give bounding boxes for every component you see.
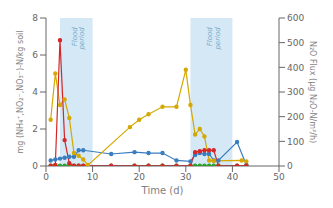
svg-text:2: 2 [32,124,38,134]
svg-text:4: 4 [32,87,38,97]
svg-text:Floodperiod: Floodperiod [206,27,222,51]
svg-text:Floodperiod: Floodperiod [71,27,87,51]
svg-text:50: 50 [273,172,285,182]
svg-text:200: 200 [287,112,304,122]
svg-text:300: 300 [287,87,304,97]
svg-text:40: 40 [227,172,239,182]
svg-text:mg (NH₄⁺,NO₂⁻,NO₃⁻)-N/kg soil: mg (NH₄⁺,NO₂⁻,NO₃⁻)-N/kg soil [16,31,25,154]
svg-text:500: 500 [287,38,304,48]
svg-text:20: 20 [133,172,145,182]
svg-text:Time (d): Time (d) [141,185,184,196]
svg-text:6: 6 [32,50,38,60]
svg-text:600: 600 [287,13,304,23]
svg-text:N₂O Flux (μg N₂O-N/m²/h): N₂O Flux (μg N₂O-N/m²/h) [308,41,317,143]
svg-text:100: 100 [287,137,304,147]
svg-text:0: 0 [43,172,49,182]
svg-text:10: 10 [87,172,99,182]
svg-text:400: 400 [287,63,304,73]
svg-text:0: 0 [32,161,38,171]
svg-text:30: 30 [180,172,192,182]
svg-text:8: 8 [32,13,38,23]
svg-text:0: 0 [287,161,293,171]
